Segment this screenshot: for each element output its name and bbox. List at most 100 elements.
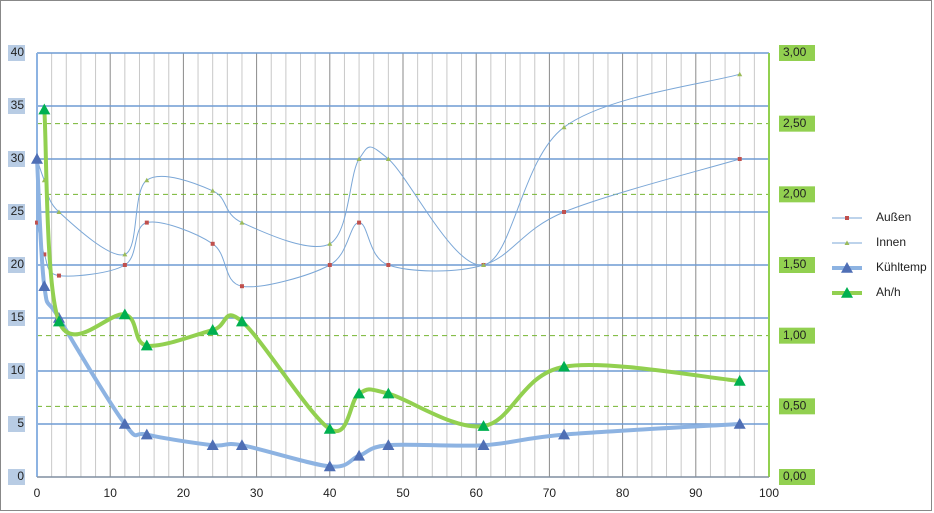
data-point bbox=[562, 210, 567, 214]
y-tick-label: 35 bbox=[11, 98, 25, 112]
data-point bbox=[733, 418, 746, 429]
y-tick-label: 5 bbox=[17, 416, 24, 430]
data-point bbox=[327, 241, 333, 246]
legend-marker bbox=[845, 216, 849, 220]
series-line bbox=[42, 109, 740, 434]
data-point bbox=[323, 460, 336, 472]
data-point bbox=[733, 374, 746, 386]
y-label-bg bbox=[8, 257, 25, 273]
y-label-bg bbox=[8, 45, 25, 61]
data-point bbox=[558, 428, 571, 440]
data-point bbox=[386, 263, 391, 267]
series-line bbox=[36, 158, 740, 288]
data-point bbox=[357, 220, 362, 225]
data-point bbox=[382, 387, 395, 399]
data-point bbox=[323, 422, 336, 434]
data-point bbox=[42, 252, 47, 257]
y-tick-label: 0 bbox=[17, 469, 24, 483]
y2-label-bg bbox=[779, 45, 815, 61]
data-point bbox=[38, 103, 51, 115]
y-tick-label: 40 bbox=[11, 45, 25, 59]
data-point bbox=[140, 339, 153, 351]
data-point bbox=[122, 251, 128, 257]
x-tick-label: 80 bbox=[616, 486, 630, 500]
y-tick-label: 25 bbox=[11, 204, 25, 218]
y-label-bg bbox=[8, 469, 25, 485]
y-tick-label: 20 bbox=[11, 257, 25, 271]
x-tick-label: 30 bbox=[250, 486, 264, 500]
series-line bbox=[36, 73, 740, 266]
y2-label-bg bbox=[779, 327, 815, 344]
x-tick-label: 0 bbox=[34, 486, 41, 500]
y2-label-bg bbox=[779, 257, 815, 273]
x-tick-label: 10 bbox=[104, 486, 118, 500]
y2-tick-label: 2,50 bbox=[783, 116, 807, 130]
data-point bbox=[477, 439, 490, 450]
y2-label-bg bbox=[779, 398, 815, 415]
data-point bbox=[35, 220, 39, 225]
data-point bbox=[206, 324, 219, 335]
data-point bbox=[56, 209, 62, 214]
y2-label-bg bbox=[779, 186, 815, 203]
data-point bbox=[327, 263, 332, 267]
data-point bbox=[206, 439, 219, 450]
y2-tick-label: 1,50 bbox=[783, 257, 807, 271]
legend-label: Ah/h bbox=[876, 285, 901, 299]
data-point bbox=[356, 156, 362, 161]
data-point bbox=[210, 188, 216, 193]
data-point bbox=[737, 157, 742, 161]
y-label-bg bbox=[8, 310, 25, 326]
x-tick-label: 100 bbox=[759, 486, 779, 500]
data-point bbox=[385, 156, 391, 161]
data-point bbox=[737, 71, 743, 77]
y-tick-label: 10 bbox=[11, 363, 25, 377]
data-point bbox=[38, 280, 51, 291]
y2-label-bg bbox=[779, 115, 815, 132]
data-point bbox=[235, 315, 248, 327]
y-label-bg bbox=[8, 204, 25, 220]
y2-tick-label: 3,00 bbox=[783, 45, 807, 59]
x-tick-label: 20 bbox=[177, 486, 191, 500]
data-point bbox=[239, 220, 245, 225]
x-tick-label: 40 bbox=[323, 486, 337, 500]
data-point bbox=[382, 439, 395, 450]
y-label-bg bbox=[8, 98, 25, 114]
data-point bbox=[235, 439, 248, 450]
legend-label: Innen bbox=[876, 235, 906, 249]
y-label-bg bbox=[8, 363, 25, 379]
data-point bbox=[52, 315, 65, 327]
legend-label: Außen bbox=[876, 210, 911, 224]
y2-label-bg bbox=[779, 469, 815, 485]
data-point bbox=[353, 387, 366, 399]
legend-marker bbox=[841, 287, 853, 298]
y-tick-label: 30 bbox=[11, 151, 25, 165]
y2-tick-label: 1,00 bbox=[783, 328, 807, 342]
data-point bbox=[122, 263, 127, 267]
data-point bbox=[56, 273, 61, 278]
data-point bbox=[118, 418, 131, 429]
x-tick-label: 60 bbox=[470, 486, 484, 500]
data-point bbox=[31, 153, 43, 164]
data-point bbox=[481, 262, 487, 267]
y2-tick-label: 0,00 bbox=[783, 469, 807, 483]
data-point bbox=[118, 308, 131, 320]
y-label-bg bbox=[8, 416, 25, 432]
data-point bbox=[140, 428, 153, 440]
data-point bbox=[561, 124, 567, 130]
data-point bbox=[144, 220, 149, 225]
y-tick-label: 15 bbox=[11, 310, 25, 324]
x-tick-label: 50 bbox=[396, 486, 410, 500]
y2-tick-label: 0,50 bbox=[783, 399, 807, 413]
y2-tick-label: 2,00 bbox=[783, 187, 807, 201]
data-point bbox=[353, 449, 366, 461]
y-label-bg bbox=[8, 151, 25, 167]
x-tick-label: 70 bbox=[543, 486, 557, 500]
data-point bbox=[558, 360, 571, 372]
data-point bbox=[144, 177, 150, 183]
data-point bbox=[239, 284, 244, 289]
data-point bbox=[477, 420, 490, 431]
legend-marker bbox=[841, 262, 853, 273]
legend-label: Kühltemp bbox=[876, 260, 927, 274]
data-point bbox=[210, 241, 215, 246]
